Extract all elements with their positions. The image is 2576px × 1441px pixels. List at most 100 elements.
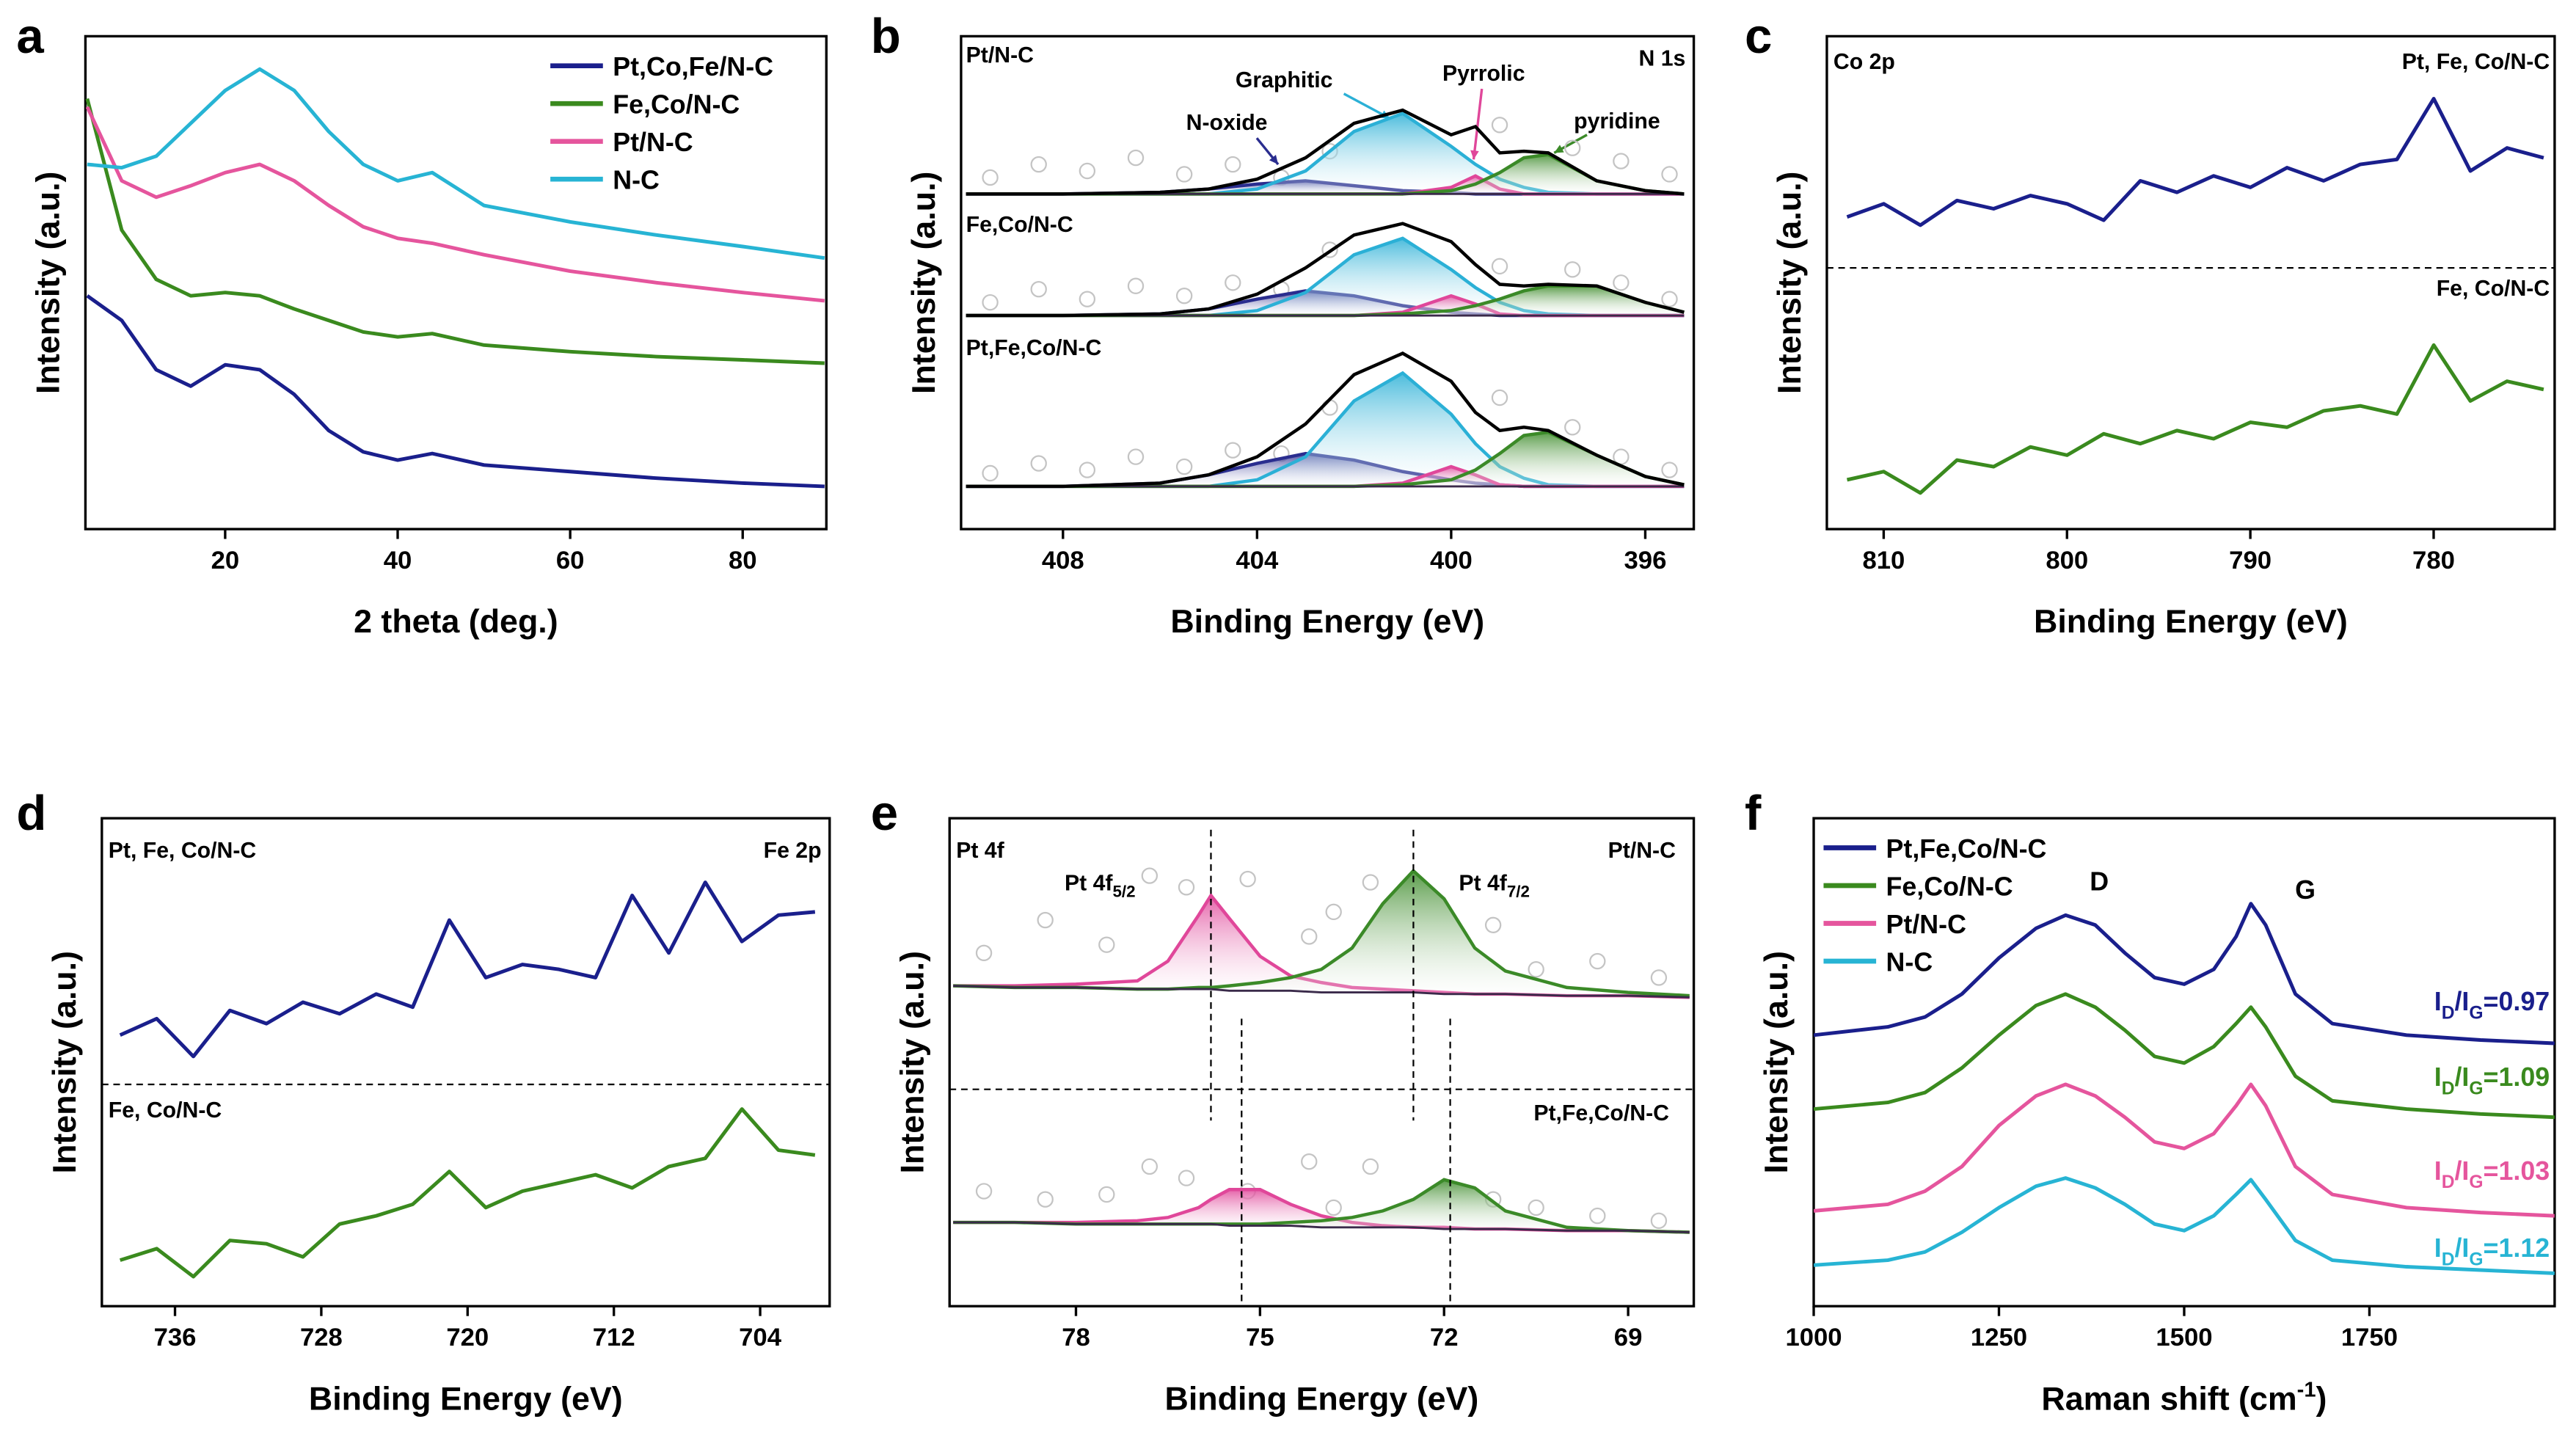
x-tick-label: 780 xyxy=(2412,547,2455,574)
ratio-label-part: G xyxy=(2469,1079,2483,1098)
x-tick-label: 404 xyxy=(1236,547,1279,574)
x-tick-label: 408 xyxy=(1042,547,1084,574)
plot-frame xyxy=(1825,34,2556,530)
component-fill xyxy=(966,432,1685,486)
raw-point xyxy=(1491,258,1508,275)
raw-point xyxy=(1127,448,1145,465)
raw-point xyxy=(1564,419,1581,436)
ratio-label: ID/IG=1.03 xyxy=(2434,1156,2550,1192)
ratio-label-part: G xyxy=(2469,1172,2483,1192)
component-fill xyxy=(966,113,1685,194)
panel-label: d xyxy=(16,786,46,841)
raw-point xyxy=(1141,867,1159,884)
panel-label: e xyxy=(871,786,898,841)
component-fill xyxy=(966,285,1685,316)
ratio-label-part: I xyxy=(2434,1156,2442,1186)
ratio-label: ID/IG=1.12 xyxy=(2434,1233,2550,1269)
annotation: Pt 4f5/2 xyxy=(1065,872,1136,901)
component-fill xyxy=(966,373,1685,486)
raw-point xyxy=(982,293,999,311)
raw-point xyxy=(1079,291,1096,307)
raw-point xyxy=(1030,455,1047,472)
annotation-arrowhead xyxy=(1554,145,1564,153)
raw-point xyxy=(1079,162,1096,180)
legend-label: N-C xyxy=(613,166,660,195)
ratio-label-part: /I xyxy=(2454,987,2469,1016)
ratio-label-part: D xyxy=(2442,1250,2455,1269)
ratio-label-part: D xyxy=(2442,1172,2455,1192)
ratio-label: ID/IG=1.09 xyxy=(2434,1062,2550,1098)
x-axis-label-part: ) xyxy=(2316,1380,2327,1417)
series-label: Pt, Fe, Co/N-C xyxy=(109,839,256,863)
raw-point xyxy=(1079,462,1096,478)
raw-point xyxy=(1491,117,1508,134)
x-tick-label: 40 xyxy=(384,547,412,574)
series-line xyxy=(85,106,825,303)
series-label: Fe, Co/N-C xyxy=(109,1098,222,1123)
x-tick-label: 1250 xyxy=(1971,1324,2027,1351)
annotation: N-oxide xyxy=(1186,111,1268,135)
spectrum-label: Fe,Co/N-C xyxy=(966,213,1073,237)
raw-point xyxy=(982,464,999,482)
raw-point xyxy=(1030,281,1047,298)
legend-label: Fe,Co/N-C xyxy=(613,90,740,120)
envelope-line xyxy=(966,351,1685,489)
raw-point xyxy=(1127,277,1145,294)
y-axis-label: Intensity (a.u.) xyxy=(1758,951,1795,1173)
raw-point xyxy=(1650,969,1668,986)
annotation-arrowhead xyxy=(1269,154,1279,165)
x-tick-label: 1500 xyxy=(2156,1324,2212,1351)
raw-point xyxy=(1225,442,1241,459)
ratio-label-part: =0.97 xyxy=(2484,987,2550,1016)
annotation: Graphitic xyxy=(1236,68,1333,92)
x-tick-label: 69 xyxy=(1614,1324,1643,1351)
component-fill xyxy=(953,870,1690,998)
ratio-label-part: =1.03 xyxy=(2484,1156,2550,1186)
plot-frame xyxy=(948,817,1696,1307)
raw-point xyxy=(1301,1153,1318,1170)
ratio-label-part: /I xyxy=(2454,1233,2469,1263)
legend-label: Pt/N-C xyxy=(1886,910,1966,939)
annotation: Pyrrolic xyxy=(1442,62,1525,86)
x-tick-label: 704 xyxy=(739,1324,782,1351)
x-tick-label: 736 xyxy=(154,1324,197,1351)
x-axis-label: Raman shift (cm-1) xyxy=(2041,1378,2327,1417)
ratio-label-part: D xyxy=(2442,1003,2455,1023)
ratio-label-part: =1.12 xyxy=(2484,1233,2550,1263)
annotation-text: Pt 4f xyxy=(1065,872,1113,896)
raw-point xyxy=(1613,153,1630,169)
series-line xyxy=(1814,1176,2555,1275)
annotation: pyridine xyxy=(1574,109,1660,134)
annotation-arrowhead xyxy=(1470,150,1479,160)
annotation-sub: 5/2 xyxy=(1112,883,1135,901)
series-line xyxy=(1814,1082,2555,1218)
y-axis-label: Intensity (a.u.) xyxy=(1771,172,1808,394)
raw-point xyxy=(1661,291,1678,307)
ratio-label-part: I xyxy=(2434,1233,2442,1263)
spectrum-label: Pt,Fe,Co/N-C xyxy=(1533,1101,1669,1126)
spectrum-label: Pt/N-C xyxy=(1608,839,1676,863)
legend-label: Pt,Co,Fe/N-C xyxy=(613,52,773,81)
raw-point xyxy=(1175,166,1193,183)
raw-point xyxy=(1239,870,1256,888)
annotation: D xyxy=(2090,867,2109,897)
ratio-label: ID/IG=0.97 xyxy=(2434,987,2550,1023)
raw-point xyxy=(1362,874,1379,891)
background-line xyxy=(953,1221,1690,1233)
spectrum-label: Pt/N-C xyxy=(966,43,1034,68)
component-fill xyxy=(953,1179,1690,1233)
x-tick-label: 20 xyxy=(211,547,240,574)
raw-point xyxy=(1178,1170,1195,1186)
panel-title: Pt 4f xyxy=(956,839,1004,863)
x-tick-label: 728 xyxy=(300,1324,343,1351)
series-line xyxy=(1846,343,2544,495)
component-fill xyxy=(966,154,1685,194)
series-line xyxy=(85,98,825,365)
raw-point xyxy=(975,1183,993,1200)
legend-label: Pt,Fe,Co/N-C xyxy=(1886,834,2047,864)
legend-label: Pt/N-C xyxy=(613,128,693,157)
legend-label: N-C xyxy=(1886,947,1933,977)
x-tick-label: 75 xyxy=(1246,1324,1274,1351)
x-tick-label: 60 xyxy=(556,547,585,574)
